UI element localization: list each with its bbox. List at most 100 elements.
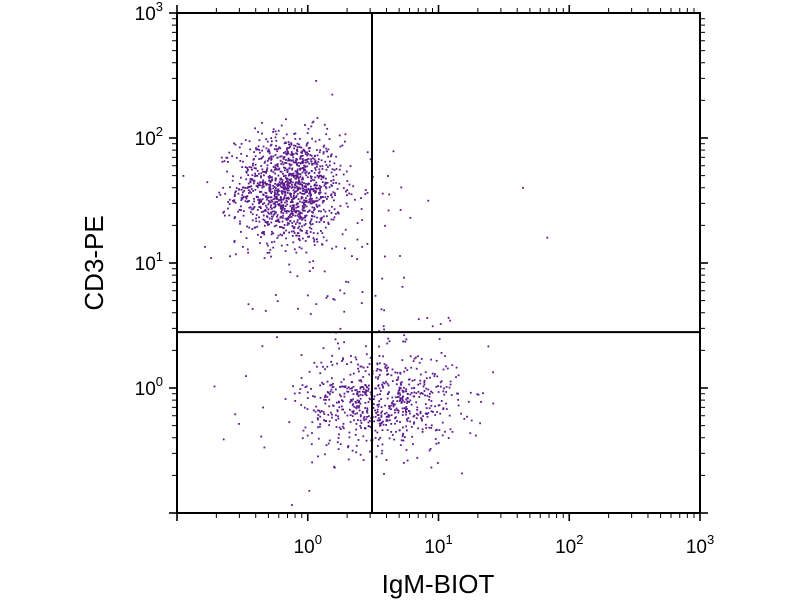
- data-point: [267, 159, 269, 162]
- data-point: [282, 188, 285, 190]
- data-point: [290, 230, 293, 233]
- data-point: [337, 211, 339, 214]
- data-point: [311, 215, 314, 218]
- data-point: [407, 417, 410, 419]
- data-point: [320, 174, 322, 177]
- data-point: [279, 183, 282, 186]
- data-point: [293, 133, 296, 135]
- data-point: [397, 395, 400, 398]
- data-point: [264, 209, 267, 211]
- data-point: [416, 457, 419, 459]
- data-point: [362, 459, 365, 461]
- data-point: [469, 391, 472, 394]
- data-point: [357, 363, 359, 366]
- data-point: [401, 285, 404, 288]
- data-point: [399, 382, 402, 385]
- data-point: [263, 219, 266, 222]
- data-point: [334, 338, 337, 341]
- data-point: [256, 148, 259, 151]
- data-point: [330, 388, 333, 391]
- data-point: [271, 176, 273, 179]
- data-point: [327, 221, 330, 224]
- data-point: [297, 227, 300, 229]
- data-point: [301, 237, 304, 240]
- data-point: [277, 194, 280, 196]
- data-point: [304, 426, 307, 429]
- data-point: [378, 387, 381, 390]
- data-point: [309, 154, 312, 156]
- data-point: [289, 182, 292, 184]
- data-point: [346, 414, 349, 417]
- data-point: [298, 222, 301, 225]
- data-point: [270, 199, 273, 202]
- data-point: [287, 141, 290, 143]
- data-point: [328, 186, 331, 189]
- data-point: [309, 175, 312, 178]
- data-point: [317, 414, 320, 416]
- data-point: [352, 385, 355, 388]
- data-point: [401, 389, 404, 392]
- data-point: [285, 210, 288, 213]
- data-point: [317, 175, 320, 178]
- data-point: [313, 361, 316, 364]
- data-point: [439, 412, 442, 415]
- data-point: [402, 432, 405, 435]
- data-point: [303, 203, 306, 206]
- data-point: [280, 190, 283, 193]
- data-point: [437, 442, 440, 444]
- data-point: [268, 212, 270, 215]
- data-point: [425, 423, 427, 426]
- data-point: [444, 430, 446, 433]
- data-point: [384, 366, 387, 369]
- data-point: [297, 187, 300, 189]
- data-point: [296, 185, 298, 188]
- data-point: [328, 405, 331, 408]
- data-point: [477, 393, 480, 396]
- data-point: [396, 409, 399, 411]
- data-point: [282, 152, 285, 154]
- data-point: [285, 159, 287, 161]
- data-point: [286, 189, 289, 192]
- data-point: [244, 139, 247, 141]
- data-point: [374, 376, 377, 379]
- data-point: [333, 162, 336, 165]
- data-point: [292, 153, 295, 156]
- data-point: [366, 151, 369, 154]
- data-point: [382, 386, 384, 389]
- data-point: [269, 181, 272, 183]
- data-point: [440, 380, 443, 383]
- data-point: [299, 212, 302, 214]
- data-point: [442, 368, 445, 371]
- data-point: [328, 209, 331, 212]
- data-point: [315, 190, 317, 193]
- data-point: [271, 179, 274, 182]
- data-point: [381, 192, 384, 195]
- data-point: [255, 220, 258, 223]
- data-point: [356, 405, 358, 408]
- data-point: [265, 170, 268, 172]
- data-point: [239, 220, 241, 223]
- data-point: [282, 156, 285, 159]
- data-point: [286, 244, 289, 246]
- data-point: [270, 211, 272, 214]
- data-point: [425, 377, 428, 380]
- data-point: [313, 238, 316, 241]
- data-point: [325, 133, 328, 136]
- data-point: [281, 207, 283, 210]
- data-point: [282, 137, 285, 139]
- data-point: [406, 402, 409, 404]
- data-point: [341, 425, 344, 428]
- data-point: [332, 404, 334, 407]
- data-point: [377, 417, 380, 420]
- data-point: [333, 192, 336, 195]
- data-point: [290, 142, 293, 145]
- data-point: [287, 189, 290, 192]
- data-point: [479, 422, 481, 425]
- data-point: [404, 408, 407, 411]
- data-point: [404, 390, 407, 393]
- data-point: [332, 182, 335, 184]
- data-point: [270, 157, 273, 160]
- data-point: [352, 185, 355, 188]
- data-point: [274, 202, 276, 205]
